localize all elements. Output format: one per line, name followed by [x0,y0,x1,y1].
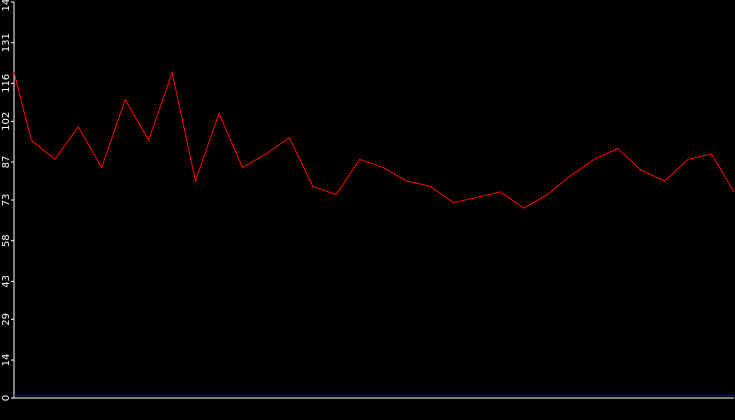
y-tick-label: 116 [1,74,12,93]
y-tick-label: 73 [1,194,12,207]
y-tick-label: 14 [1,354,12,367]
y-tick-label: 29 [1,313,12,326]
y-tick-label: 146 [1,0,12,12]
series-line-1 [13,70,735,209]
y-tick-label: 58 [1,234,12,247]
y-tick-label: 87 [1,156,12,169]
y-tick-label: 131 [1,33,12,52]
y-tick-label: 102 [1,112,12,131]
y-tick-label: 43 [1,275,12,288]
y-tick-label: 0 [1,395,12,401]
